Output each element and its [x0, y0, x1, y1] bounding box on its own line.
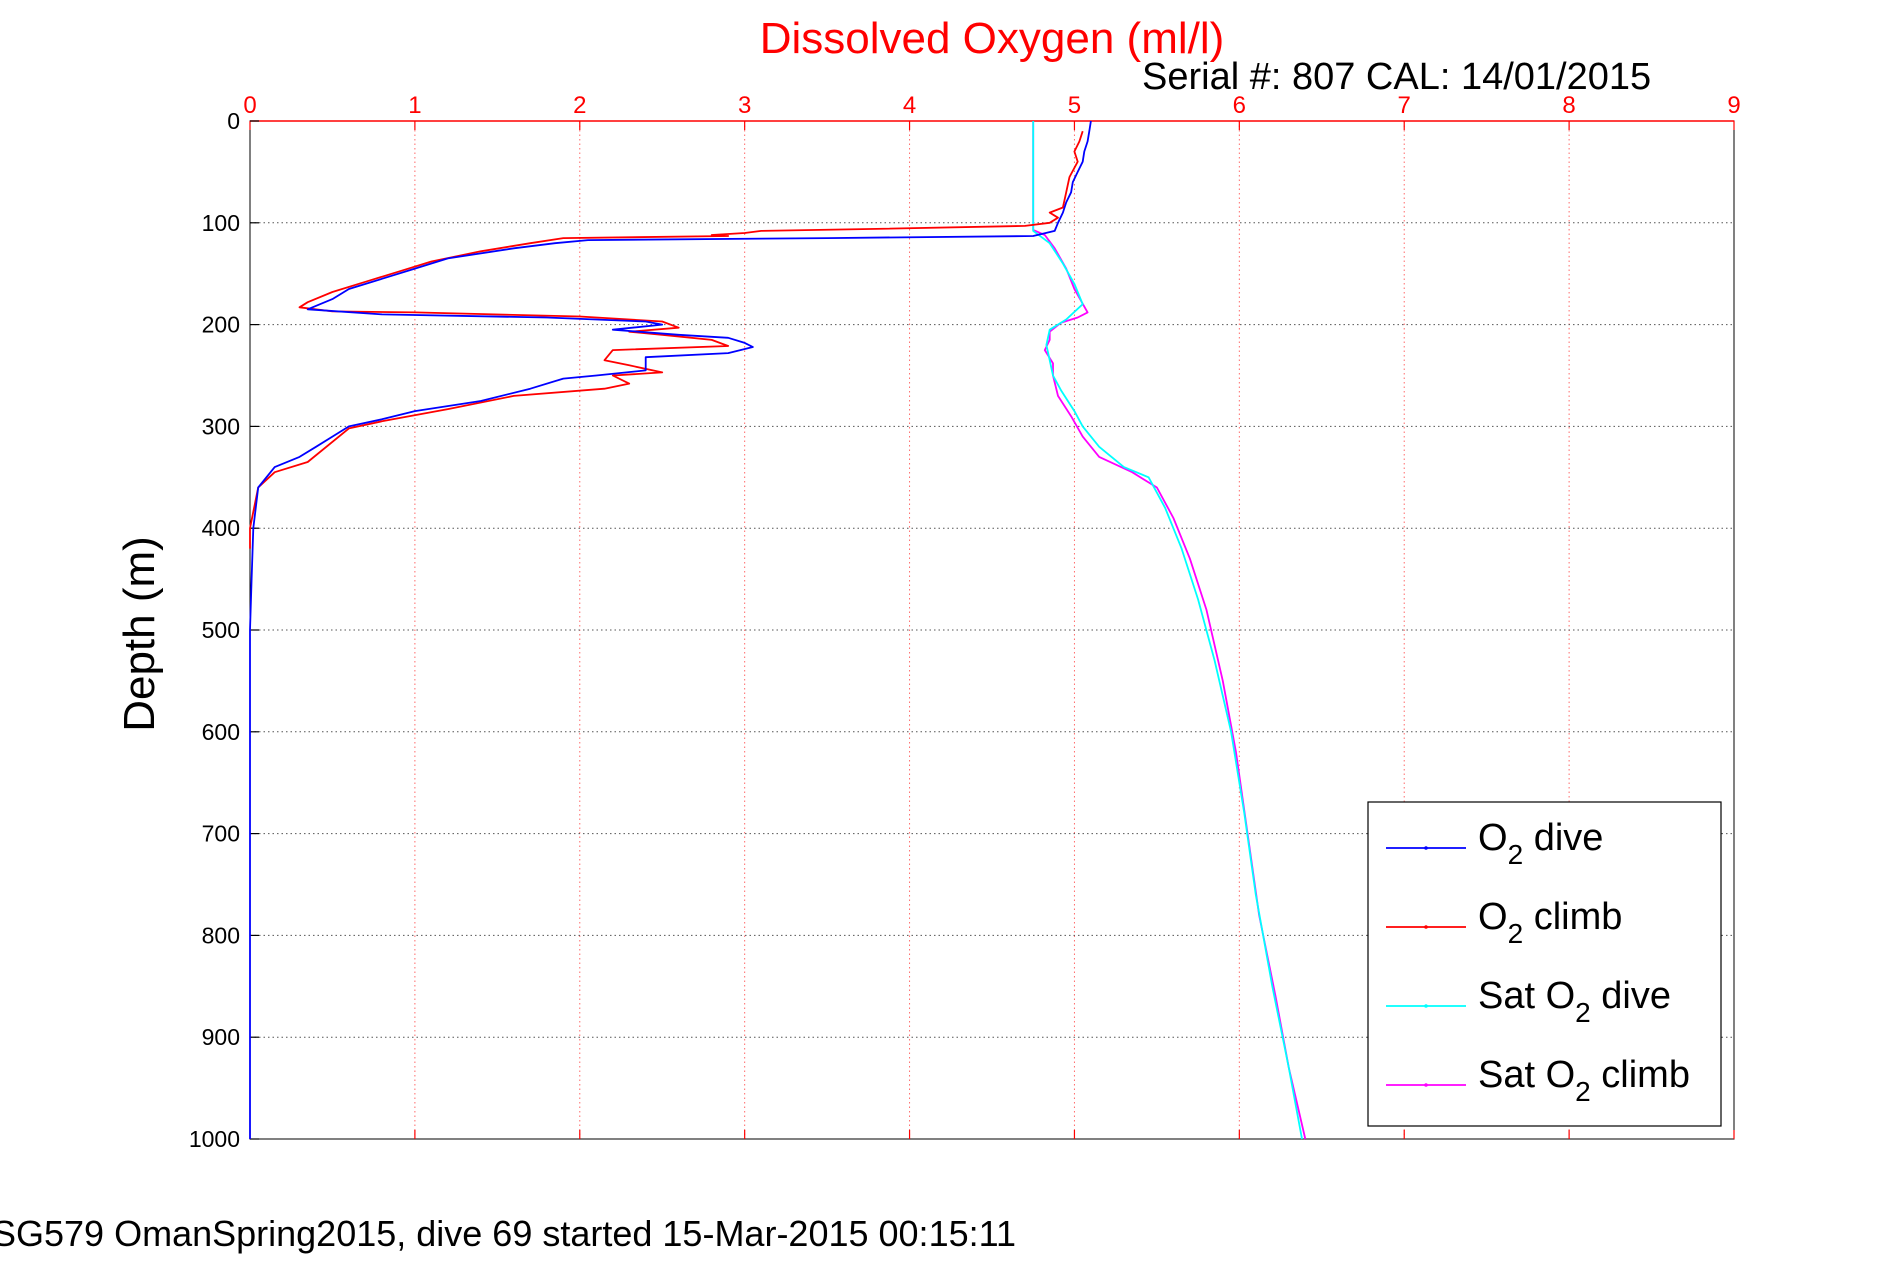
y-tick-label: 400 [202, 515, 240, 541]
legend-label: Sat O2 dive [1478, 975, 1671, 1028]
y-tick-label: 1000 [189, 1126, 240, 1152]
legend-marker [1424, 925, 1428, 929]
series-lines [249, 120, 1307, 1140]
series-line-sat-o2-climb [1032, 121, 1307, 1140]
y-tick-label: 200 [202, 312, 240, 338]
series-line-o2-dive [249, 120, 1092, 1139]
y-axis: 0 100 200 300 400 500 600 700 800 900 1000 [189, 108, 259, 1152]
chart-subtitle: Serial #: 807 CAL: 14/01/2015 [1142, 56, 1651, 98]
y-tick-label: 800 [202, 922, 240, 948]
x-tick-label: 9 [1727, 92, 1740, 119]
legend-label: O2 dive [1478, 817, 1603, 870]
x-tick-label: 7 [1398, 92, 1411, 119]
y-tick-label: 700 [202, 821, 240, 847]
series-line-o2-climb [249, 130, 1084, 549]
footer-caption: SG579 OmanSpring2015, dive 69 started 15… [0, 1213, 1016, 1254]
y-tick-label: 900 [202, 1024, 240, 1050]
legend: O2 dive O2 climb Sat O2 dive Sat O2 climb [1367, 801, 1722, 1127]
legend-label: Sat O2 climb [1478, 1054, 1690, 1107]
legend-marker [1424, 1004, 1428, 1008]
x-tick-label: 3 [738, 92, 751, 119]
y-tick-label: 0 [227, 108, 240, 134]
legend-marker [1424, 1083, 1428, 1087]
x-tick-label: 6 [1233, 92, 1246, 119]
series-line-sat-o2-dive [1032, 121, 1303, 1140]
x-tick-label: 0 [243, 92, 256, 119]
x-tick-label: 8 [1562, 92, 1575, 119]
legend-box [1367, 801, 1722, 1127]
x-tick-label: 5 [1068, 92, 1081, 119]
y-tick-label: 600 [202, 719, 240, 745]
y-tick-label: 300 [202, 413, 240, 439]
chart-title: Dissolved Oxygen (ml/l) [760, 14, 1225, 63]
y-tick-label: 100 [202, 210, 240, 236]
x-tick-label: 1 [408, 92, 421, 119]
y-axis-label: Depth (m) [115, 536, 164, 732]
x-tick-label: 2 [573, 92, 586, 119]
y-tick-label: 500 [202, 617, 240, 643]
x-tick-label: 4 [903, 92, 916, 119]
legend-label: O2 climb [1478, 896, 1622, 949]
x-axis: 0 1 2 3 4 5 6 7 8 9 [243, 92, 1741, 1139]
legend-marker [1424, 846, 1428, 850]
